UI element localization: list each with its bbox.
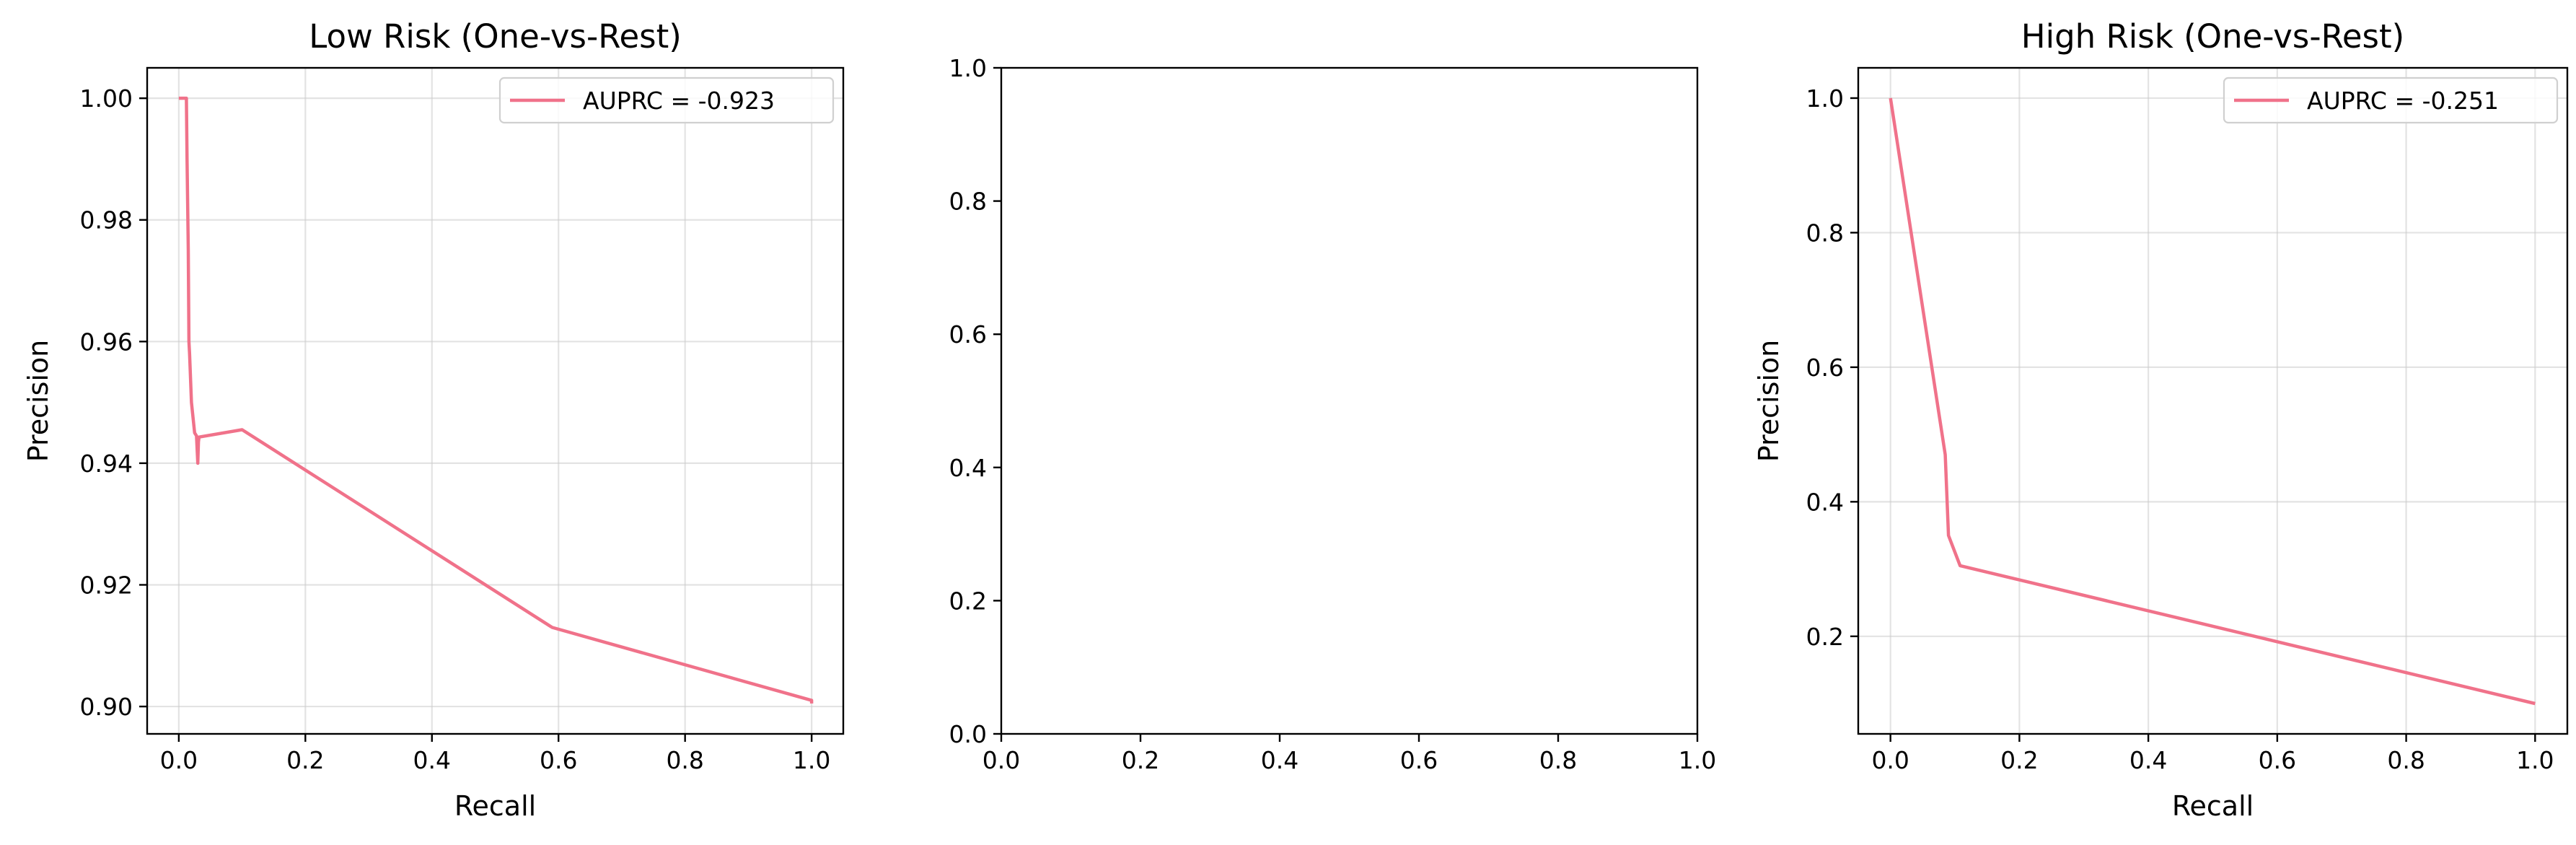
legend-frame xyxy=(498,76,835,124)
grid xyxy=(147,68,843,734)
x-tick-label: 0.8 xyxy=(666,746,703,774)
y-tick-label: 0.4 xyxy=(1806,488,1844,516)
y-axis-label: Precision xyxy=(1753,340,1785,463)
y-axis-label: Precision xyxy=(22,340,54,463)
x-axis-label: Recall xyxy=(2172,790,2254,822)
x-tick-label: 1.0 xyxy=(1679,746,1716,774)
x-tick-label: 0.0 xyxy=(1871,746,1909,774)
precision-recall-curve xyxy=(1889,97,2536,706)
panel-high-risk: 0.0 0.2 0.4 0.6 0.8 1.0 0.2 0.4 0.6 0.8 1.0 High R… xyxy=(1753,17,2569,822)
y-tick-label: 1.0 xyxy=(1806,84,1844,113)
x-tick-label: 0.2 xyxy=(1122,746,1159,774)
x-tick-label: 0.2 xyxy=(286,746,324,774)
y-tick-label: 1.0 xyxy=(949,54,987,82)
plot-frame xyxy=(1000,66,1699,735)
grid xyxy=(1858,68,2567,734)
legend: AUPRC = -0.251 xyxy=(2223,76,2559,124)
panel-low-risk: 0.0 0.2 0.4 0.6 0.8 1.0 0.90 0.92 0.94 0.96 0.98 1.… xyxy=(22,17,845,822)
y-tick-label: 0.2 xyxy=(1806,623,1844,651)
series-layer xyxy=(1889,97,2536,706)
x-tick-label: 0.4 xyxy=(1261,746,1298,774)
y-tick-label: 0.98 xyxy=(80,206,133,235)
legend: AUPRC = -0.923 xyxy=(498,76,835,124)
panel-empty: 0.0 0.2 0.4 0.6 0.8 1.0 0.0 0.2 0.4 0.6 0.8 1.0 xyxy=(949,54,1717,774)
y-tick-label: 0.92 xyxy=(80,571,133,599)
y-tick-label: 0.8 xyxy=(1806,219,1844,247)
x-tick-label: 0.4 xyxy=(413,746,451,774)
y-tick-label: 0.96 xyxy=(80,328,133,356)
ticks: 0.0 0.2 0.4 0.6 0.8 1.0 0.2 0.4 0.6 0.8 1.0 xyxy=(1806,84,2554,774)
series-layer xyxy=(178,96,814,704)
x-tick-label: 0.0 xyxy=(983,746,1020,774)
y-tick-label: 1.00 xyxy=(80,84,133,113)
x-tick-label: 1.0 xyxy=(793,746,830,774)
x-tick-label: 0.6 xyxy=(540,746,577,774)
x-tick-label: 0.0 xyxy=(160,746,198,774)
x-axis-label: Recall xyxy=(454,790,536,822)
precision-recall-curve xyxy=(178,96,814,704)
ticks: 0.0 0.2 0.4 0.6 0.8 1.0 0.0 0.2 0.4 0.6 0.8 1.0 xyxy=(949,54,1717,774)
y-tick-label: 0.6 xyxy=(1806,354,1844,382)
x-tick-label: 0.8 xyxy=(2387,746,2425,774)
y-tick-label: 0.0 xyxy=(949,720,987,748)
x-tick-label: 0.6 xyxy=(1400,746,1438,774)
plot-frame xyxy=(1857,66,2569,735)
y-tick-label: 0.4 xyxy=(949,454,987,482)
x-tick-label: 0.8 xyxy=(1539,746,1577,774)
x-tick-label: 0.6 xyxy=(2259,746,2296,774)
legend-frame xyxy=(2223,76,2559,124)
legend-label: AUPRC = -0.923 xyxy=(583,87,775,115)
x-tick-label: 0.2 xyxy=(2000,746,2038,774)
plot-frame xyxy=(146,66,845,735)
y-tick-label: 0.6 xyxy=(949,320,987,349)
y-tick-label: 0.94 xyxy=(80,450,133,478)
ticks: 0.0 0.2 0.4 0.6 0.8 1.0 0.90 0.92 0.94 0.96 0.98 1.… xyxy=(80,84,831,774)
y-tick-label: 0.90 xyxy=(80,693,133,721)
x-tick-label: 0.4 xyxy=(2129,746,2167,774)
panel-title: Low Risk (One-vs-Rest) xyxy=(309,17,682,56)
legend-label: AUPRC = -0.251 xyxy=(2307,87,2499,115)
panel-title: High Risk (One-vs-Rest) xyxy=(2021,17,2404,56)
x-tick-label: 1.0 xyxy=(2516,746,2554,774)
y-tick-label: 0.2 xyxy=(949,587,987,615)
y-tick-label: 0.8 xyxy=(949,188,987,216)
